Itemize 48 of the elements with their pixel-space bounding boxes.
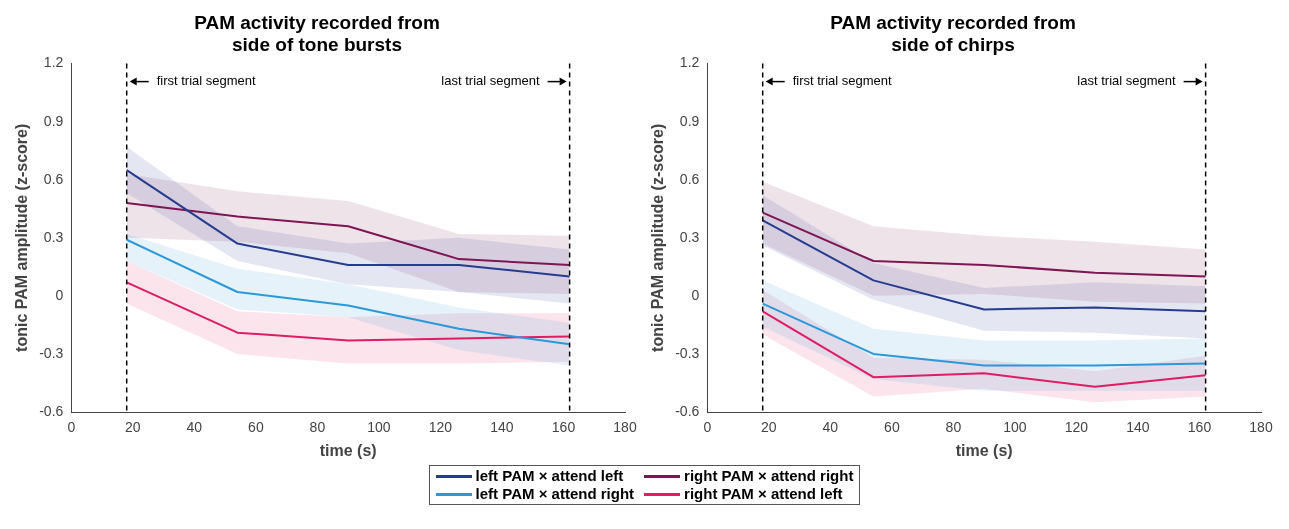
- y-tick-label: 1.2: [43, 54, 64, 71]
- x-tick-label: 60: [883, 419, 900, 436]
- x-tick-label: 100: [1002, 419, 1027, 436]
- x-tick-label: 20: [760, 419, 777, 436]
- y-tick-label: 0.6: [43, 170, 64, 187]
- legend-label: left PAM × attend left: [475, 467, 624, 485]
- ref-line-label: last trial segment: [440, 73, 540, 89]
- y-axis-title: tonic PAM amplitude (z-score): [12, 123, 30, 352]
- y-tick-label: 0.9: [43, 112, 64, 129]
- x-axis-title: time (s): [319, 441, 377, 459]
- ref-line-label: first trial segment: [156, 73, 256, 89]
- ref-line-label: first trial segment: [792, 73, 892, 89]
- x-tick-label: 0: [702, 419, 711, 436]
- y-axis-title: tonic PAM amplitude (z-score): [648, 123, 666, 352]
- y-tick-label: 0.3: [679, 228, 700, 245]
- x-tick-label: 140: [1125, 419, 1150, 436]
- x-tick-label: 100: [366, 419, 391, 436]
- chart-title: PAM activity recorded from side of tone bursts: [193, 11, 440, 56]
- y-tick-label: 0: [55, 286, 64, 303]
- y-tick-label: 0.3: [43, 228, 64, 245]
- chart-title: PAM activity recorded from side of chirps: [829, 11, 1076, 56]
- y-tick-label: 0: [691, 286, 700, 303]
- x-tick-label: 20: [124, 419, 141, 436]
- x-axis-title: time (s): [955, 441, 1013, 459]
- x-tick-label: 0: [66, 419, 75, 436]
- x-tick-label: 80: [309, 419, 325, 436]
- x-tick-label: 180: [612, 419, 637, 436]
- x-tick-label: 120: [1064, 419, 1088, 436]
- x-tick-label: 40: [186, 419, 202, 436]
- y-tick-label: -0.6: [38, 402, 64, 419]
- x-tick-label: 80: [945, 419, 961, 436]
- ref-line-label: last trial segment: [1076, 73, 1176, 89]
- y-tick-label: -0.3: [674, 344, 700, 361]
- x-tick-label: 40: [822, 419, 838, 436]
- y-tick-label: -0.3: [38, 344, 64, 361]
- legend-label: right PAM × attend left: [684, 485, 843, 503]
- x-tick-label: 180: [1248, 419, 1273, 436]
- x-tick-label: 160: [1187, 419, 1211, 436]
- x-tick-label: 160: [551, 419, 575, 436]
- y-tick-label: 0.6: [679, 170, 700, 187]
- x-tick-label: 120: [428, 419, 452, 436]
- y-tick-label: 1.2: [679, 54, 700, 71]
- y-tick-label: 0.9: [679, 112, 700, 129]
- legend-label: left PAM × attend right: [475, 485, 635, 503]
- x-tick-label: 140: [489, 419, 514, 436]
- y-tick-label: -0.6: [674, 402, 700, 419]
- x-tick-label: 60: [247, 419, 264, 436]
- legend-label: right PAM × attend right: [684, 467, 854, 485]
